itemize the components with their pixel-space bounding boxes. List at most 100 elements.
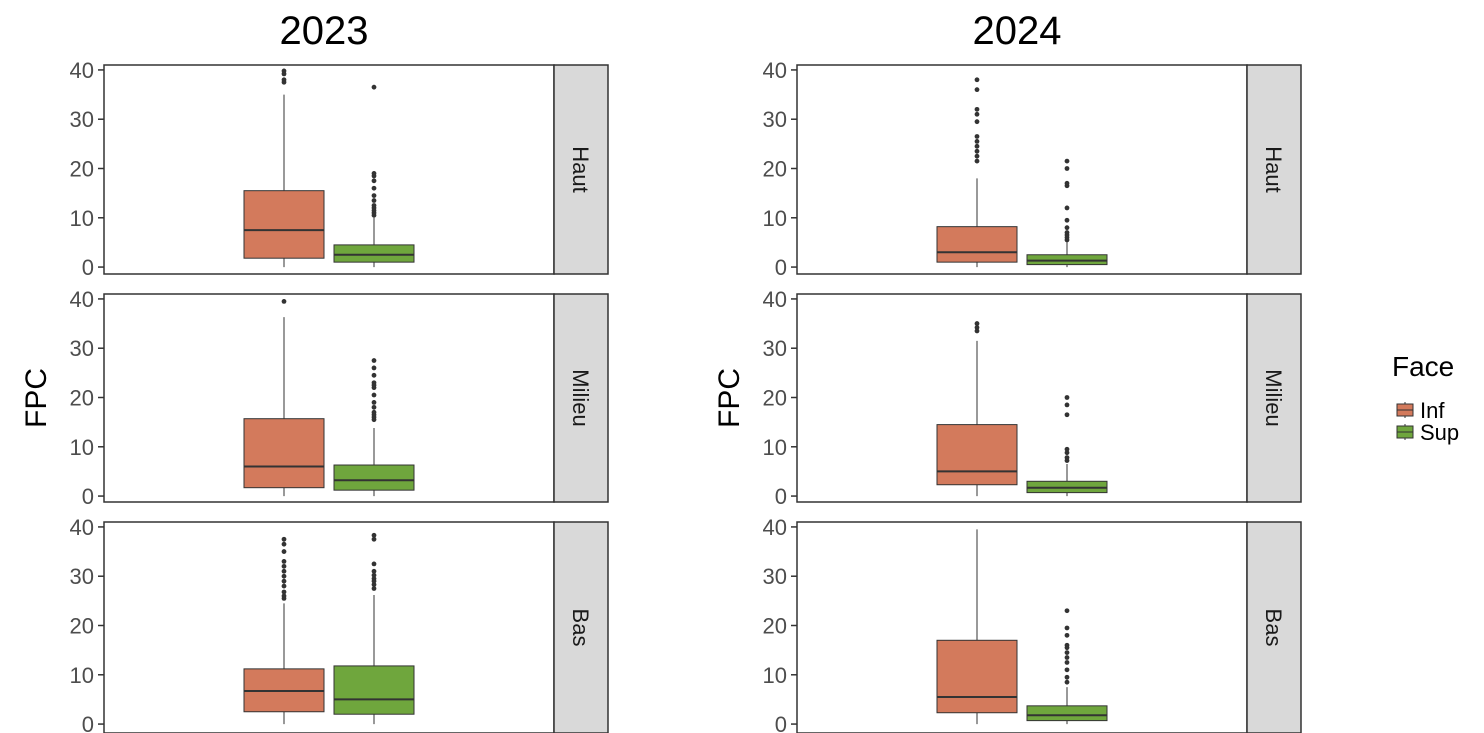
outlier-point — [281, 578, 287, 584]
box-sup — [333, 358, 415, 497]
outlier-point — [1064, 655, 1070, 660]
outlier-point — [1064, 625, 1070, 631]
facet-panel-bas: Bas 0 10 20 30 40 — [763, 515, 1302, 733]
legend-item-sup: Sup — [1396, 420, 1459, 445]
y-tick-label: 40 — [70, 287, 94, 312]
outlier-point — [974, 119, 980, 125]
y-tick-label: 10 — [763, 206, 787, 231]
outlier-point — [371, 178, 377, 184]
y-tick-label: 10 — [70, 435, 94, 460]
panel-border — [103, 521, 555, 733]
outlier-point — [371, 372, 377, 378]
outlier-point — [1064, 667, 1070, 673]
facet-panel-haut: Haut 0 10 20 30 40 — [70, 58, 609, 280]
outlier-point — [371, 586, 377, 591]
outlier-point — [281, 573, 287, 579]
outlier-point — [281, 563, 287, 569]
outlier-point — [1064, 679, 1070, 685]
y-tick-label: 30 — [763, 336, 787, 361]
outlier-point — [1064, 650, 1070, 656]
y-tick-label: 30 — [70, 564, 94, 589]
facet-strip — [553, 521, 609, 733]
panel-border — [796, 521, 1248, 733]
box-inf — [243, 68, 325, 268]
y-tick-label: 30 — [70, 107, 94, 132]
legend-label: Inf — [1420, 398, 1445, 423]
outlier-point — [281, 77, 287, 83]
outlier-point — [281, 541, 287, 547]
outlier-point — [974, 87, 980, 93]
outlier-point — [371, 404, 377, 410]
outlier-point — [1064, 395, 1070, 400]
box-iqr — [333, 244, 415, 263]
y-tick-label: 40 — [70, 58, 94, 83]
box-inf — [936, 77, 1018, 268]
outlier-point — [974, 111, 980, 117]
outlier-point — [281, 593, 287, 599]
panel-border — [103, 64, 555, 275]
outlier-point — [371, 532, 377, 538]
facet-panel-milieu: Milieu 0 10 20 30 40 — [70, 287, 609, 509]
facet-panel-bas: Bas 0 10 20 30 40 — [70, 515, 609, 733]
box-iqr — [243, 418, 325, 489]
outlier-point — [974, 321, 980, 326]
box-iqr — [333, 464, 415, 491]
outlier-point — [371, 568, 377, 574]
legend-label: Sup — [1420, 420, 1459, 445]
outlier-point — [1064, 180, 1070, 186]
box-sup — [333, 532, 415, 725]
box-inf — [243, 536, 325, 725]
y-tick-label: 20 — [763, 157, 787, 182]
outlier-point — [974, 328, 980, 334]
facet-strip — [1246, 293, 1302, 503]
y-axis-title: FPC — [713, 368, 746, 428]
legend-title: Face — [1392, 351, 1454, 382]
outlier-point — [371, 365, 377, 371]
y-tick-label: 10 — [763, 435, 787, 460]
outlier-point — [974, 148, 980, 154]
panel-border — [796, 64, 1248, 275]
chart-2023: 2023 FPC Haut 0 10 20 30 40 Milieu 0 10 20 30 40 Bas 0 1… — [20, 9, 609, 733]
outlier-point — [371, 561, 377, 567]
facet-panel-milieu: Milieu 0 10 20 30 40 — [763, 287, 1302, 509]
y-tick-label: 0 — [775, 255, 787, 280]
outlier-point — [371, 185, 377, 191]
y-tick-label: 10 — [763, 663, 787, 688]
facet-strip — [553, 293, 609, 503]
facet-strip — [1246, 521, 1302, 733]
y-tick-label: 10 — [70, 663, 94, 688]
box-sup — [1026, 158, 1108, 268]
box-iqr — [1026, 705, 1108, 722]
outlier-point — [371, 400, 377, 405]
y-tick-label: 10 — [70, 206, 94, 231]
outlier-point — [1064, 158, 1070, 164]
y-tick-label: 0 — [82, 484, 94, 509]
outlier-point — [1064, 632, 1070, 638]
panel-border — [796, 293, 1248, 503]
box-inf — [936, 529, 1018, 725]
outlier-point — [371, 198, 377, 203]
box-iqr — [936, 639, 1018, 714]
box-iqr — [333, 665, 415, 715]
outlier-point — [281, 68, 287, 74]
box-iqr — [243, 190, 325, 259]
outlier-point — [1064, 642, 1070, 648]
outlier-point — [371, 193, 377, 199]
y-tick-label: 30 — [763, 564, 787, 589]
outlier-point — [974, 143, 980, 149]
box-iqr — [936, 226, 1018, 263]
outlier-point — [1064, 217, 1070, 223]
box-sup — [1026, 608, 1108, 725]
y-axis-title: FPC — [20, 368, 53, 428]
facet-strip — [553, 64, 609, 275]
outlier-point — [974, 77, 980, 83]
facet-strip-label: Milieu — [1261, 369, 1286, 426]
panel-border — [103, 293, 555, 503]
y-tick-label: 0 — [775, 712, 787, 733]
chart-title: 2024 — [973, 9, 1062, 53]
outlier-point — [1064, 660, 1070, 665]
outlier-point — [974, 134, 980, 139]
box-sup — [1026, 395, 1108, 497]
